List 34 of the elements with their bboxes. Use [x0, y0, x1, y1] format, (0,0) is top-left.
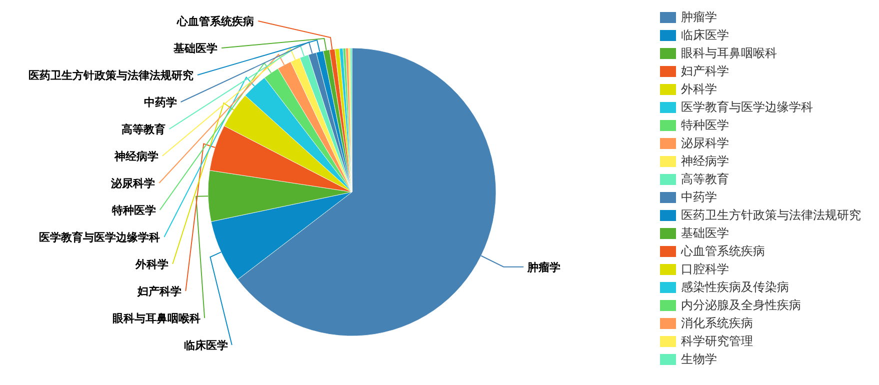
data-label: 临床医学: [184, 339, 228, 352]
data-label: 神经病学: [113, 150, 158, 163]
data-label: 中药学: [144, 96, 177, 109]
legend-label: 内分泌腺及全身性疾病: [681, 298, 801, 312]
legend-label: 生物学: [681, 352, 717, 366]
legend-label: 医学教育与医学边缘学科: [681, 100, 813, 114]
legend-label: 消化系统疾病: [681, 316, 753, 330]
data-label: 泌尿科学: [110, 177, 156, 190]
data-label: 肿瘤学: [526, 260, 561, 274]
legend-label: 中药学: [681, 190, 717, 204]
data-label: 外科学: [134, 258, 169, 271]
data-label: 眼科与耳鼻咽喉科: [112, 312, 201, 325]
data-label: 妇产科学: [136, 285, 182, 298]
legend-label: 妇产科学: [681, 64, 729, 78]
data-label: 医学教育与医学边缘学科: [39, 231, 160, 244]
legend-label: 肿瘤学: [681, 10, 717, 24]
data-label: 特种医学: [110, 204, 156, 217]
legend-label: 泌尿科学: [681, 136, 729, 150]
legend-label: 科学研究管理: [681, 334, 753, 348]
legend-label: 感染性疾病及传染病: [681, 280, 789, 294]
legend-label: 基础医学: [681, 226, 729, 240]
data-label: 心血管系统疾病: [176, 15, 254, 28]
legend-label: 高等教育: [681, 172, 729, 186]
legend-label: 神经病学: [681, 154, 729, 168]
legend-label: 眼科与耳鼻咽喉科: [681, 46, 777, 60]
data-label: 医药卫生方针政策与法律法规研究: [28, 69, 194, 82]
data-label: 基础医学: [172, 42, 218, 55]
legend-label: 心血管系统疾病: [680, 244, 765, 258]
legend-label: 外科学: [681, 82, 717, 96]
data-label: 高等教育: [121, 123, 166, 136]
legend-label: 医药卫生方针政策与法律法规研究: [681, 208, 861, 222]
legend-label: 特种医学: [681, 118, 729, 132]
legend-label: 临床医学: [681, 28, 729, 42]
legend-label: 口腔科学: [681, 262, 729, 276]
